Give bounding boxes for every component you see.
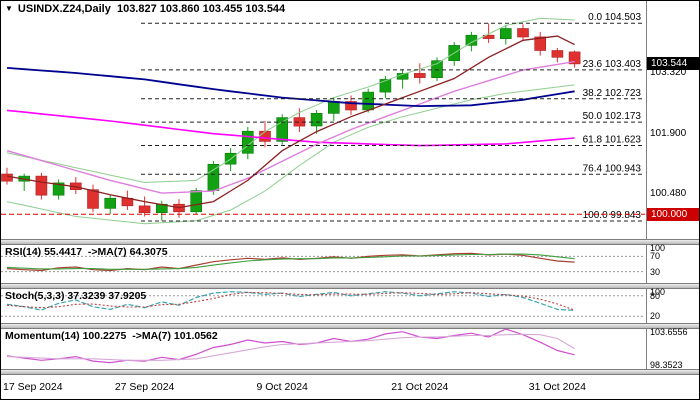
rsi-axis-label: 30 xyxy=(650,266,661,277)
overlay-magenta-ma xyxy=(6,109,575,147)
date-label: 17 Sep 2024 xyxy=(3,381,63,393)
stoch-header: Stoch(5,3,3) 37.3239 37.9205 xyxy=(5,290,147,302)
symbol-ohlc-title: USINDX.Z24,Daily 103.827 103.860 103.455… xyxy=(17,3,286,15)
panel-separator[interactable] xyxy=(1,239,699,245)
candles-group xyxy=(1,23,581,221)
current-price-badge: 103.544 xyxy=(647,57,699,71)
stoch-signal-line xyxy=(6,291,575,311)
fibonacci-group[interactable]: 0.0 104.503 23.6 103.403 38.2 102.723 50.0 … xyxy=(141,12,645,222)
date-label: 31 Oct 2024 xyxy=(528,381,586,393)
rsi-axis-label: 70 xyxy=(650,251,661,262)
rsi-group xyxy=(1,252,645,273)
symbol-marker-icon[interactable]: ▼ xyxy=(5,4,13,13)
date-label: 9 Oct 2024 xyxy=(256,381,308,393)
rsi-header: RSI(14) 55.4417 ->MA(7) 64.3075 xyxy=(5,246,168,258)
stoch-axis-label: 20 xyxy=(650,311,661,322)
price-axis-label: 100.480 xyxy=(650,188,687,199)
fib-label: 50.0 102.173 xyxy=(583,111,642,122)
panel-separator[interactable] xyxy=(1,323,699,329)
price-axis-label: 101.900 xyxy=(650,127,687,139)
stoch-group xyxy=(1,291,645,317)
fib-label: 61.8 101.623 xyxy=(583,135,642,146)
fib-label: 38.2 102.723 xyxy=(583,88,642,99)
overlay-blue-ma xyxy=(6,67,575,108)
momentum-axis-label: 98.3523 xyxy=(650,360,683,370)
overlay-band-lower xyxy=(6,84,575,225)
panel-separator[interactable] xyxy=(1,283,699,289)
stoch-axis-label: 100 xyxy=(650,287,666,297)
overlay-band-upper xyxy=(6,17,575,184)
fib-label: 23.6 103.403 xyxy=(583,59,642,70)
rsi-ma-line xyxy=(6,253,575,270)
stoch-axis-label: 80 xyxy=(650,290,661,301)
fib-label: 76.4 100.943 xyxy=(583,163,642,174)
stoch-main-line xyxy=(6,291,575,311)
momentum-group xyxy=(6,328,575,364)
price-axis[interactable] xyxy=(646,1,699,375)
fib-label: 100.0 99.843 xyxy=(583,210,642,221)
date-label: 27 Sep 2024 xyxy=(114,381,175,393)
panel-separator[interactable] xyxy=(1,369,699,375)
fib-label: 0.0 104.503 xyxy=(588,12,641,23)
date-label: 21 Oct 2024 xyxy=(391,381,449,393)
momentum-ma-line xyxy=(6,333,575,361)
rsi-axis-label: 100 xyxy=(650,243,666,253)
alert-price-badge: 100.000 xyxy=(647,207,699,221)
overlay-violet-ma xyxy=(6,60,575,194)
time-axis[interactable]: 17 Sep 2024 27 Sep 2024 9 Oct 2024 21 Oct 2… xyxy=(1,375,646,399)
chart-title-bar: ▼ USINDX.Z24,Daily 103.827 103.860 103.4… xyxy=(5,3,285,15)
momentum-header: Momentum(14) 100.2275 ->MA(7) 101.0562 xyxy=(5,330,218,342)
price-axis-label: 103.320 xyxy=(650,67,687,79)
momentum-axis-label: 103.6556 xyxy=(650,327,688,337)
